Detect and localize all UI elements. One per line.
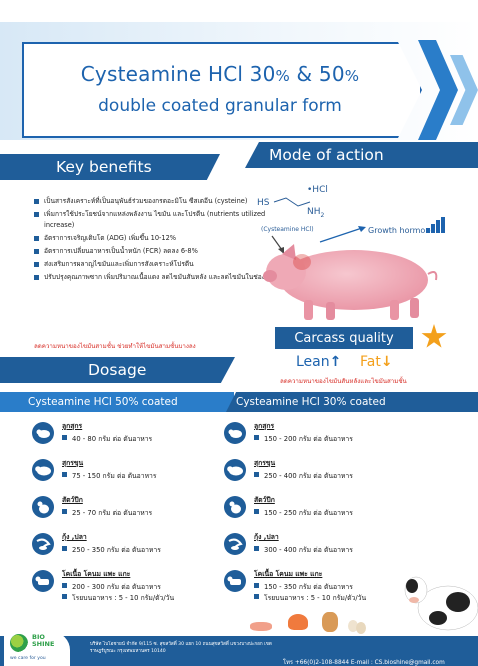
list-item: อัตราการเจริญเติบโต (ADG) เพิ่มขึ้น 10-1…	[34, 233, 284, 244]
list-item: เพิ่มการใช้ประโยชน์จากแหล่งพลังงาน ไขมัน…	[34, 209, 284, 231]
dose-topdress-value: โรยบนอาหาร : 5 - 10 กรัม/ตัว/วัน	[62, 592, 174, 603]
cattle-icon	[32, 570, 54, 592]
dosage-row: สุกรขุน 250 - 400 กรัม ต่อ ตันอาหาร	[224, 457, 424, 489]
chicken-icon	[224, 496, 246, 518]
arrow-down-icon	[271, 235, 284, 254]
dosage-row: ลูกสุกร 40 - 80 กรัม ต่อ ตันอาหาร	[32, 420, 232, 452]
molecule-nh2-label: NH2	[307, 207, 325, 219]
egg-image	[348, 620, 358, 632]
dose-value: 75 - 150 กรัม ต่อ ตันอาหาร	[62, 470, 157, 481]
company-contact: โทร +66(0)2-108-8844 E-mail : CS.bioshin…	[283, 660, 445, 666]
animal-name: สัตว์ปีก	[254, 496, 275, 504]
cow-image	[404, 576, 478, 631]
pig-illustration	[263, 244, 438, 320]
dose-value: 150 - 250 กรัม ต่อ ตันอาหาร	[254, 507, 353, 518]
growth-hormone-label: Growth hormone	[368, 226, 436, 235]
molecule-hs-label: HS	[257, 198, 270, 208]
tab-cysteamine-50: Cysteamine HCl 50% coated	[0, 392, 234, 412]
dosage-heading: Dosage	[0, 357, 235, 383]
list-item: อัตราการเปลี่ยนอาหารเป็นน้ำหนัก (FCR) ลด…	[34, 246, 284, 257]
footer	[0, 636, 478, 666]
carcass-quality-note: ลดความหนาของไขมันสันหลังและไขมันสามชั้น	[280, 378, 407, 385]
dose-value: 150 - 200 กรัม ต่อ ตันอาหาร	[254, 433, 353, 444]
logo-tagline: we care for you	[10, 656, 46, 661]
molecule-bond-icon	[273, 197, 311, 207]
key-benefits-list: เป็นสารสังเคราะห์ที่เป็นอนุพันธ์ร่วมของก…	[34, 196, 284, 285]
egg-image	[356, 622, 366, 634]
dosage-column-50: ลูกสุกร 40 - 80 กรัม ต่อ ตันอาหาร สุกรขุ…	[32, 420, 232, 613]
fat-label: Fat↓	[360, 354, 393, 370]
animal-name: ลูกสุกร	[62, 422, 83, 430]
dosage-row: สุกรขุน 75 - 150 กรัม ต่อ ตันอาหาร	[32, 457, 232, 489]
dosage-row: กุ้ง ,ปลา 300 - 400 กรัม ต่อ ตันอาหาร	[224, 531, 424, 563]
arrow-down-icon: ↓	[380, 354, 393, 370]
logo-text: BIO SHINE	[32, 633, 55, 648]
page-title: Cysteamine HCl 30% & 50%	[80, 62, 360, 86]
header-title-box	[22, 42, 422, 138]
dose-value: 25 - 70 กรัม ต่อ ตันอาหาร	[62, 507, 152, 518]
piglet-icon	[224, 422, 246, 444]
mode-of-action-heading: Mode of action	[245, 142, 478, 168]
molecule-hcl-label: •HCl	[307, 185, 328, 195]
dose-value: 250 - 400 กรัม ต่อ ตันอาหาร	[254, 470, 353, 481]
key-benefits-heading: Key benefits	[0, 154, 220, 180]
animal-name: กุ้ง ,ปลา	[62, 533, 87, 541]
dose-topdress-value: โรยบนอาหาร : 5 - 10 กรัม/ตัว/วัน	[254, 592, 366, 603]
leaf-logo-icon	[10, 634, 28, 652]
dosage-row: สัตว์ปีก 25 - 70 กรัม ต่อ ตันอาหาร	[32, 494, 232, 526]
star-icon	[421, 324, 447, 348]
dosage-row: สัตว์ปีก 150 - 250 กรัม ต่อ ตันอาหาร	[224, 494, 424, 526]
animal-name: โคเนื้อ โคนม แพะ แกะ	[254, 570, 323, 578]
animal-name: กุ้ง ,ปลา	[254, 533, 279, 541]
pig-icon	[224, 459, 246, 481]
cattle-icon	[224, 570, 246, 592]
dosage-row: ลูกสุกร 150 - 200 กรัม ต่อ ตันอาหาร	[224, 420, 424, 452]
dose-value: 200 - 300 กรัม ต่อ ตันอาหาร	[62, 581, 161, 592]
dosage-row: โคเนื้อ โคนม แพะ แกะ 150 - 350 กรัม ต่อ …	[224, 568, 424, 608]
arrow-up-icon: ↑	[329, 354, 342, 370]
growth-bars-icon	[426, 217, 445, 233]
company-address: บริษัท ไบโอชายน์ จำกัด 9/115 ซ. สุขสวัสด…	[90, 642, 272, 654]
dose-value: 150 - 350 กรัม ต่อ ตันอาหาร	[254, 581, 353, 592]
chicken-icon	[32, 496, 54, 518]
animal-name: สุกรขุน	[62, 459, 84, 467]
list-item: ปรับปรุงคุณภาพซาก เพิ่มปริมาณเนื้อแดง ลด…	[34, 272, 284, 283]
shrimp-fish-icon	[32, 533, 54, 555]
dosage-row: กุ้ง ,ปลา 250 - 350 กรัม ต่อ ตันอาหาร	[32, 531, 232, 563]
animal-name: สุกรขุน	[254, 459, 276, 467]
tab-cysteamine-30: Cysteamine HCl 30% coated	[226, 392, 478, 412]
dose-value: 250 - 350 กรัม ต่อ ตันอาหาร	[62, 544, 161, 555]
chicken-image	[322, 612, 338, 632]
animal-name: สัตว์ปีก	[62, 496, 83, 504]
dosage-column-30: ลูกสุกร 150 - 200 กรัม ต่อ ตันอาหาร สุกร…	[224, 420, 424, 613]
carcass-quality-heading: Carcass quality	[275, 327, 413, 349]
page-subtitle: double coated granular form	[98, 96, 342, 116]
key-benefits-note: ลดความหนาของไขมันสามชั้น ช่วยทำให้ไขมันส…	[34, 343, 196, 350]
shrimp-fish-icon	[224, 533, 246, 555]
piglet-icon	[32, 422, 54, 444]
list-item: เป็นสารสังเคราะห์ที่เป็นอนุพันธ์ร่วมของก…	[34, 196, 284, 207]
dose-value: 300 - 400 กรัม ต่อ ตันอาหาร	[254, 544, 353, 555]
pig-icon	[32, 459, 54, 481]
dosage-row: โคเนื้อ โคนม แพะ แกะ 200 - 300 กรัม ต่อ …	[32, 568, 232, 608]
animal-name: ลูกสุกร	[254, 422, 275, 430]
lean-label: Lean↑	[296, 354, 342, 370]
cysteamine-label: (Cysteamine HCl)	[261, 226, 314, 233]
animal-name: โคเนื้อ โคนม แพะ แกะ	[62, 570, 131, 578]
arrow-icon	[319, 226, 366, 243]
fish-image	[250, 622, 272, 631]
list-item: ส่งเสริมการผลาญไขมันและเพิ่มการสังเคราะห…	[34, 259, 284, 270]
dose-value: 40 - 80 กรัม ต่อ ตันอาหาร	[62, 433, 152, 444]
shrimp-image	[288, 614, 308, 630]
